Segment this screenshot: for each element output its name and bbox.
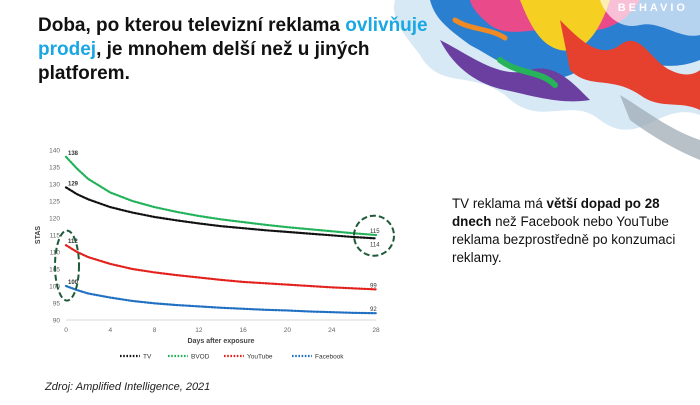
x-tick-label: 16	[240, 327, 248, 334]
legend-label: TV	[143, 353, 152, 360]
paint-splash-decoration	[394, 0, 700, 160]
end-data-label: 114	[370, 242, 380, 248]
series-line-facebook	[64, 284, 378, 315]
y-tick-label: 140	[49, 148, 60, 155]
insight-text-1: TV reklama má	[452, 196, 547, 211]
legend-label: BVOD	[191, 353, 210, 360]
y-tick-label: 125	[49, 199, 60, 206]
start-data-label: 100	[68, 280, 79, 286]
highlight-circle-day0	[54, 229, 80, 302]
x-tick-label: 12	[195, 327, 203, 334]
brand-logo: BEHAVIO	[617, 2, 688, 14]
end-data-label: 99	[370, 283, 377, 289]
series-line-youtube	[64, 244, 378, 291]
y-tick-label: 90	[53, 318, 61, 325]
title-part-1: Doba, po kterou televizní reklama	[38, 15, 340, 36]
x-tick-label: 8	[153, 327, 157, 334]
y-tick-label: 100	[49, 284, 60, 291]
x-tick-label: 4	[108, 327, 112, 334]
x-tick-label: 28	[372, 327, 380, 334]
series-line-bvod	[64, 155, 378, 237]
source-note: Zdroj: Amplified Intelligence, 2021	[45, 381, 211, 393]
x-tick-label: 0	[64, 327, 68, 334]
y-tick-label: 135	[49, 165, 60, 172]
x-axis-label: Days after exposure	[188, 338, 255, 345]
y-tick-label: 115	[50, 233, 61, 240]
series-line-tv	[64, 186, 378, 240]
key-insight-text: TV reklama má větší dopad po 28 dnech ne…	[452, 195, 687, 267]
x-tick-label: 24	[328, 327, 336, 334]
legend-label: YouTube	[247, 353, 273, 360]
insight-text-2: než Facebook nebo YouTube reklama bezpro…	[452, 214, 676, 265]
end-data-label: 92	[370, 307, 377, 313]
y-tick-label: 120	[49, 216, 60, 223]
highlight-circle-day28	[353, 214, 395, 257]
start-data-label: 138	[68, 151, 79, 157]
y-axis-label: STAS	[35, 226, 42, 244]
y-tick-label: 95	[53, 301, 61, 308]
title-highlight: ovlivňuje prodej	[38, 15, 428, 60]
y-tick-label: 130	[49, 182, 60, 189]
x-tick-label: 20	[284, 327, 292, 334]
start-data-label: 112	[68, 239, 78, 245]
insight-bold: větší dopad po 28 dnech	[452, 196, 660, 229]
legend-label: Facebook	[315, 353, 344, 360]
end-data-label: 115	[370, 229, 380, 235]
start-data-label: 129	[68, 181, 79, 187]
slide-title: Doba, po kterou televizní reklama ovlivň…	[38, 14, 438, 86]
title-part-2: , je mnohem delší než u jiných platforem…	[38, 39, 370, 84]
